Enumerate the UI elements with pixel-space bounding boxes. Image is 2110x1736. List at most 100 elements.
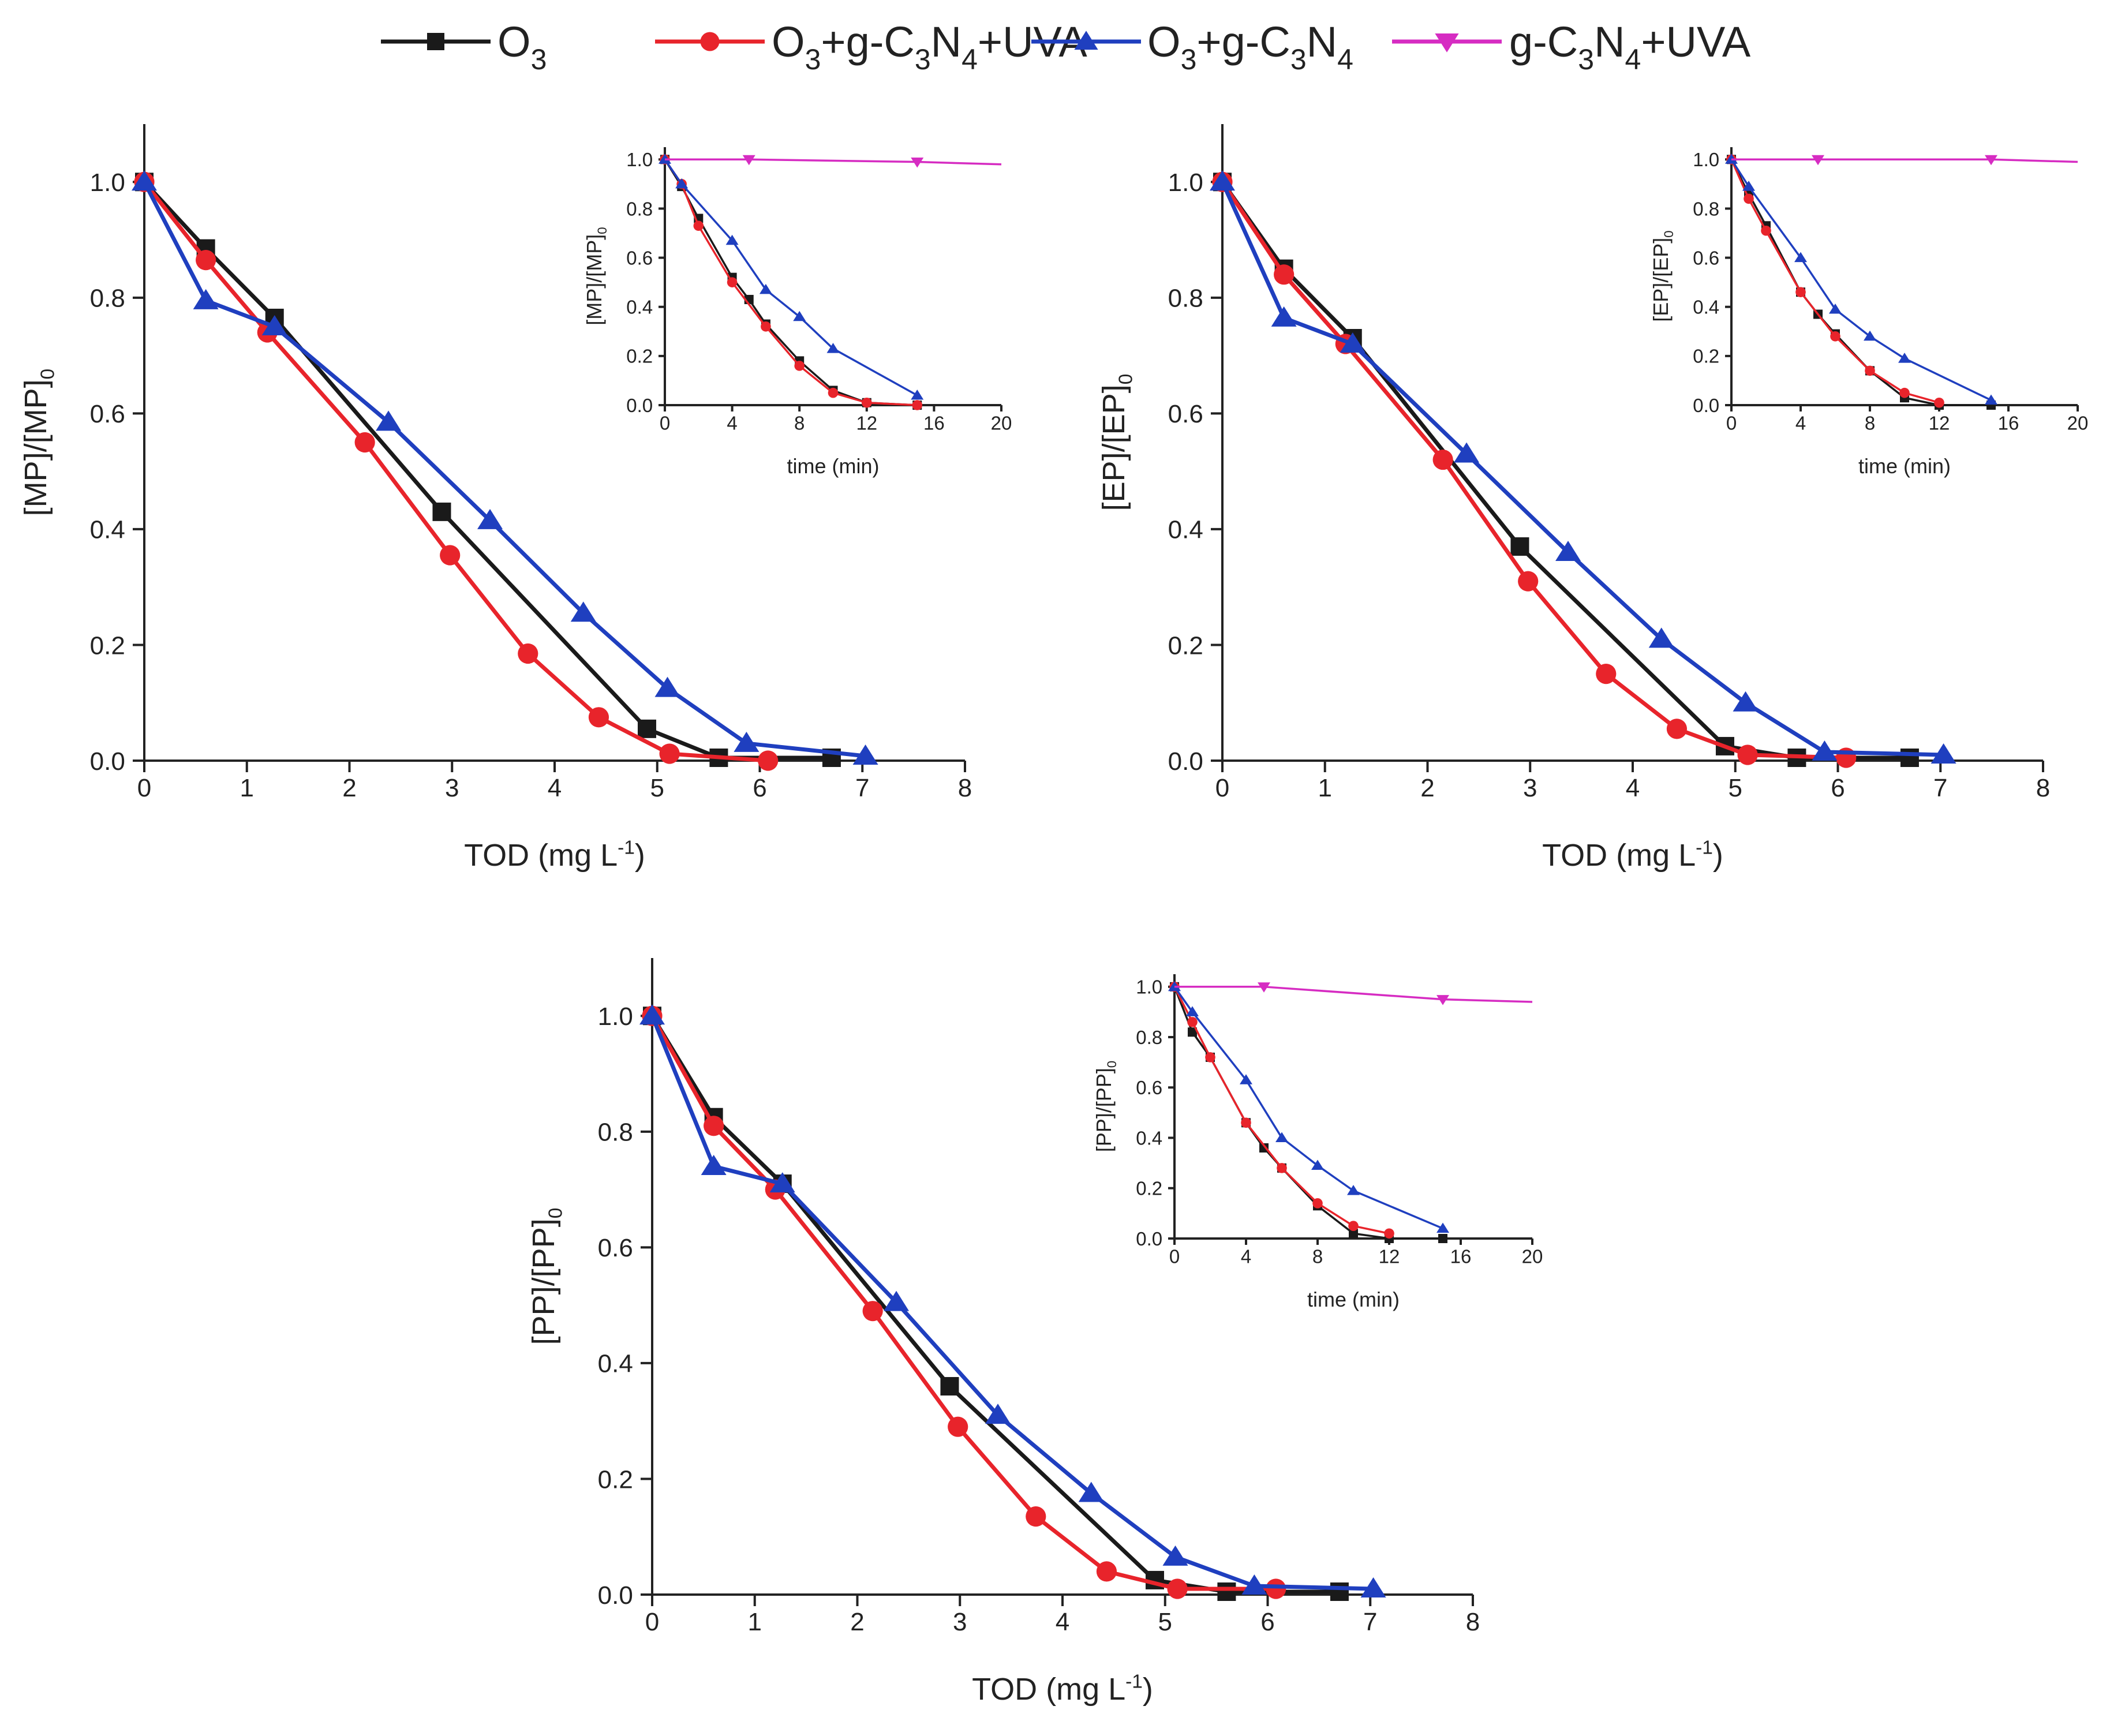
legend-item-2: O3+g-C3N4+UVA (655, 18, 1087, 76)
main-data-point (1432, 449, 1453, 470)
inset-series-line (1174, 986, 1533, 1003)
inset-data-point (1934, 397, 1944, 408)
inset-x-tick-label: 12 (1929, 412, 1950, 433)
inset-x-tick-label: 4 (727, 412, 737, 433)
main-x-tick-label: 4 (1626, 774, 1640, 802)
main-series-o3 (1213, 173, 1919, 767)
inset-y-tick-label: 0.6 (626, 247, 653, 268)
inset-x-tick-label: 16 (923, 412, 945, 433)
main-data-point (518, 643, 538, 664)
main-x-tick-label: 8 (2036, 774, 2050, 802)
inset-series-o3-g-c3n4 (1725, 154, 1997, 405)
inset-series-o3-g-c3n4 (1168, 981, 1449, 1233)
inset-y-tick-label: 1.0 (1693, 149, 1719, 170)
main-data-point (440, 545, 461, 566)
inset-axes: 0 4 8 12 16 20 0.0 0.2 0.4 0.6 0.8 1.0 time (min) [EP… (1649, 147, 2088, 478)
main-x-tick-label: 0 (645, 1608, 659, 1636)
inset-data-point (912, 400, 923, 410)
inset-data-point (1436, 995, 1449, 1005)
inset-data-point (1275, 1132, 1288, 1143)
main-data-point (1266, 1578, 1286, 1599)
inset-y-tick-label: 0.6 (1693, 247, 1719, 268)
main-data-point (1096, 1561, 1117, 1582)
inset-y-tick-label: 0.2 (1136, 1178, 1162, 1199)
main-series-o3-g-c3n4 (132, 170, 878, 765)
inset-series-line (664, 159, 918, 406)
inset-data-point (761, 321, 771, 332)
inset-axes: 0 4 8 12 16 20 0.0 0.2 0.4 0.6 0.8 1.0 time (min) [MP… (582, 147, 1012, 478)
inset-y-tick-label: 0.0 (1136, 1228, 1162, 1249)
inset-ep: 0 4 8 12 16 20 0.0 0.2 0.4 0.6 0.8 1.0 time (min) [EP… (1649, 147, 2088, 478)
main-x-tick-label: 5 (1729, 774, 1742, 802)
inset-data-point (693, 220, 704, 231)
main-x-axis-label: TOD (mg L-1) (464, 837, 645, 873)
inset-x-axis-label: time (min) (787, 454, 880, 478)
inset-data-point (911, 158, 924, 168)
inset-axes: 0 4 8 12 16 20 0.0 0.2 0.4 0.6 0.8 1.0 time (min) [PP… (1092, 974, 1543, 1311)
inset-series-line (1173, 986, 1443, 1240)
main-data-point (769, 1172, 795, 1193)
main-y-tick-label: 1.0 (1168, 169, 1203, 197)
inset-data-point (1349, 1229, 1358, 1239)
inset-data-point (1898, 353, 1911, 363)
inset-data-point (727, 277, 738, 287)
inset-data-point (1240, 1074, 1252, 1084)
main-data-point (1737, 744, 1758, 765)
inset-series-line (1173, 986, 1443, 1230)
inset-data-point (1348, 1221, 1359, 1231)
inset-y-tick-label: 1.0 (1136, 976, 1162, 998)
inset-data-point (1438, 1234, 1447, 1243)
main-x-tick-label: 3 (445, 774, 459, 802)
inset-data-point (1985, 394, 1997, 405)
main-data-point (193, 289, 219, 309)
main-y-tick-label: 0.8 (1168, 285, 1203, 313)
main-data-point (432, 502, 451, 521)
inset-data-point (1187, 1017, 1198, 1027)
main-series-line (143, 180, 832, 760)
inset-y-tick-label: 0.6 (1136, 1077, 1162, 1098)
inset-data-point (1311, 1159, 1324, 1170)
main-y-tick-label: 0.2 (90, 631, 125, 660)
legend-item-1: O3 (381, 18, 547, 76)
inset-data-point (1347, 1185, 1360, 1195)
main-data-point (701, 1154, 727, 1175)
main-x-tick-label: 4 (1056, 1608, 1069, 1636)
legend-marker-square (427, 33, 444, 50)
main-data-point (659, 743, 680, 764)
inset-x-tick-label: 12 (856, 412, 877, 433)
main-data-point (758, 750, 779, 771)
main-series-o3-g-c3n4-uva (134, 171, 779, 771)
main-data-point (588, 707, 609, 728)
main-x-tick-label: 2 (1420, 774, 1434, 802)
main-data-point (1596, 663, 1617, 684)
inset-x-tick-label: 0 (660, 412, 670, 433)
inset-data-point (675, 178, 689, 189)
main-data-point (940, 1377, 959, 1396)
inset-y-tick-label: 0.2 (1693, 346, 1719, 367)
inset-data-point (742, 155, 755, 166)
inset-y-tick-label: 0.8 (1136, 1027, 1162, 1048)
main-series-line (1221, 181, 1846, 760)
inset-pp: 0 4 8 12 16 20 0.0 0.2 0.4 0.6 0.8 1.0 time (min) [PP… (1092, 974, 1543, 1311)
main-data-point (1360, 1577, 1386, 1597)
main-series-o3-g-c3n4 (1210, 170, 1956, 764)
legend-label: O3+g-C3N4+UVA (772, 18, 1087, 76)
main-series-line (650, 1015, 1374, 1591)
inset-series-o3-g-c3n4-uva (1169, 982, 1394, 1239)
inset-x-tick-label: 8 (1865, 412, 1875, 433)
inset-x-tick-label: 8 (794, 412, 805, 433)
main-y-tick-label: 0.8 (90, 285, 125, 313)
inset-data-point (1384, 1228, 1394, 1239)
inset-y-tick-label: 1.0 (626, 149, 653, 170)
main-data-point (1274, 264, 1295, 285)
inset-y-tick-label: 0.8 (1693, 198, 1719, 219)
main-y-tick-label: 0.4 (1168, 516, 1203, 544)
inset-data-point (1795, 287, 1806, 297)
inset-data-point (1205, 1052, 1215, 1062)
legend-item-4: g-C3N4+UVA (1392, 18, 1751, 76)
main-x-tick-label: 3 (953, 1608, 967, 1636)
